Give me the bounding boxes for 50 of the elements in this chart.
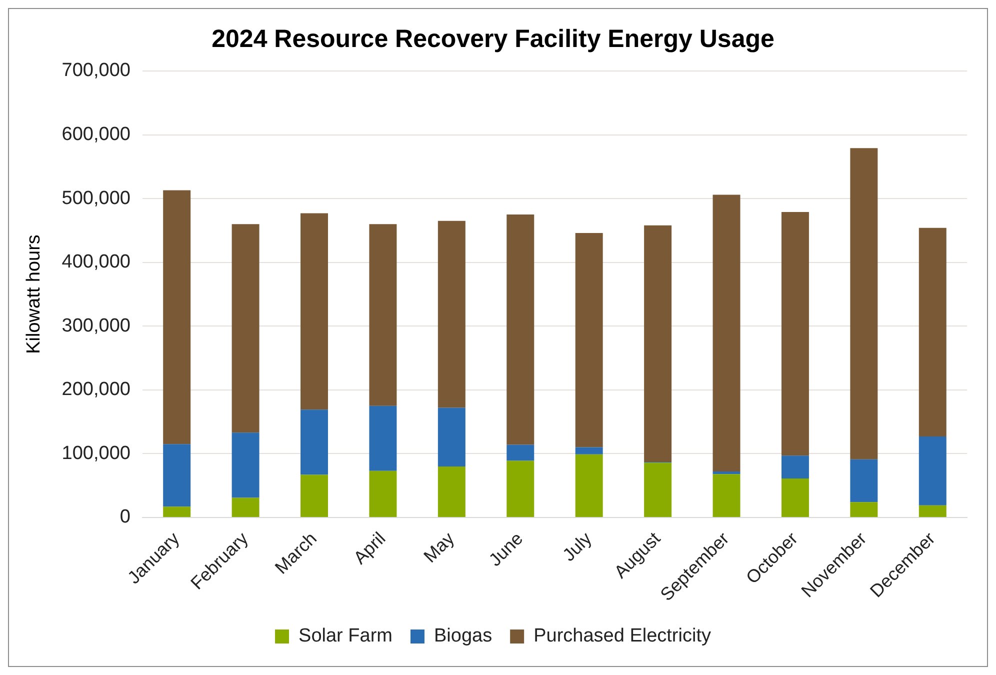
bar [644,462,672,517]
y-axis-title: Kilowatt hours [24,234,45,354]
bar [438,466,466,517]
bar [369,406,397,471]
bar [300,213,328,410]
y-tick-label: 300,000 [62,315,130,336]
y-tick-label: 200,000 [62,379,130,400]
bar [232,224,260,433]
bar [163,444,191,507]
bar [918,505,946,517]
bar [369,224,397,406]
bar [369,470,397,517]
bar [712,472,740,474]
legend-label: Solar Farm [298,626,392,647]
bar [850,148,878,460]
x-tick-label: July [558,528,596,566]
bar [232,432,260,498]
bar [300,410,328,475]
bar [506,444,534,461]
bar [163,506,191,517]
bar [575,233,603,448]
bar [232,498,260,517]
bar [781,478,809,517]
bar [712,474,740,517]
bar [300,474,328,517]
bar [850,459,878,502]
y-tick-label: 100,000 [62,442,130,464]
y-tick-label: 400,000 [62,252,130,273]
x-tick-label: May [420,528,458,566]
y-tick-label: 500,000 [62,188,130,209]
bar [850,502,878,517]
chart-title: 2024 Resource Recovery Facility Energy Usage [212,24,774,53]
bar [506,214,534,445]
bar [781,456,809,479]
bar [438,408,466,466]
bar [438,220,466,408]
y-tick-label: 700,000 [62,60,130,82]
bar [918,436,946,506]
bar [644,225,672,462]
bar [781,212,809,456]
bar [712,194,740,472]
bar [163,190,191,444]
bar [575,447,603,454]
bar [506,460,534,517]
bar [918,228,946,436]
y-tick-label: 600,000 [62,124,130,146]
legend-label: Purchased Electricity [534,626,712,647]
y-tick-label: 0 [120,506,130,528]
bar [575,454,603,517]
legend-label: Biogas [434,626,492,647]
